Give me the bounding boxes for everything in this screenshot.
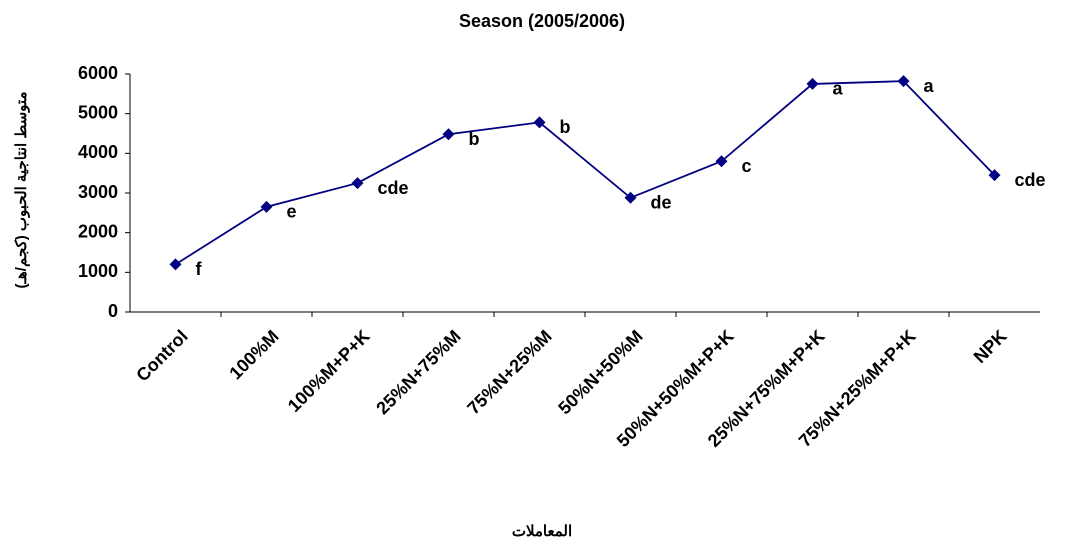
marker	[806, 77, 819, 90]
significance-letter: f	[196, 259, 203, 279]
chart-title: Season (2005/2006)	[459, 11, 625, 31]
x-tick-label: 100%M	[225, 326, 282, 383]
significance-letter: a	[924, 76, 935, 96]
x-tick-label: 75%N+25%M	[463, 326, 555, 418]
x-tick-label: Control	[132, 326, 191, 385]
y-tick-label: 2000	[78, 221, 118, 241]
significance-letter: c	[742, 156, 752, 176]
y-tick-label: 4000	[78, 142, 118, 162]
x-tick-label: NPK	[970, 326, 1011, 367]
marker	[169, 258, 182, 271]
y-tick-label: 3000	[78, 182, 118, 202]
significance-letter: de	[651, 193, 672, 213]
marker	[988, 169, 1001, 182]
marker	[260, 200, 273, 213]
y-tick-label: 6000	[78, 63, 118, 83]
significance-letter: a	[833, 79, 844, 99]
x-tick-label: 100%M+P+K	[284, 326, 374, 416]
marker	[897, 75, 910, 88]
significance-letter: cde	[1015, 170, 1046, 190]
y-tick-label: 1000	[78, 261, 118, 281]
significance-letter: b	[560, 117, 571, 137]
x-axis-title: المعاملات	[512, 523, 572, 540]
significance-letter: e	[287, 202, 297, 222]
marker	[715, 155, 728, 168]
y-axis-title: متوسط انتاجية الحبوب (كجم/هـ)	[13, 92, 30, 289]
marker	[533, 116, 546, 129]
marker	[351, 177, 364, 190]
y-tick-label: 5000	[78, 102, 118, 122]
significance-letter: b	[469, 129, 480, 149]
x-tick-label: 25%N+75%M	[372, 326, 464, 418]
marker	[624, 191, 637, 204]
y-tick-label: 0	[108, 301, 118, 321]
marker	[442, 128, 455, 141]
line	[175, 80, 996, 266]
significance-letter: cde	[378, 178, 409, 198]
x-tick-label: 50%N+50%M	[554, 326, 646, 418]
